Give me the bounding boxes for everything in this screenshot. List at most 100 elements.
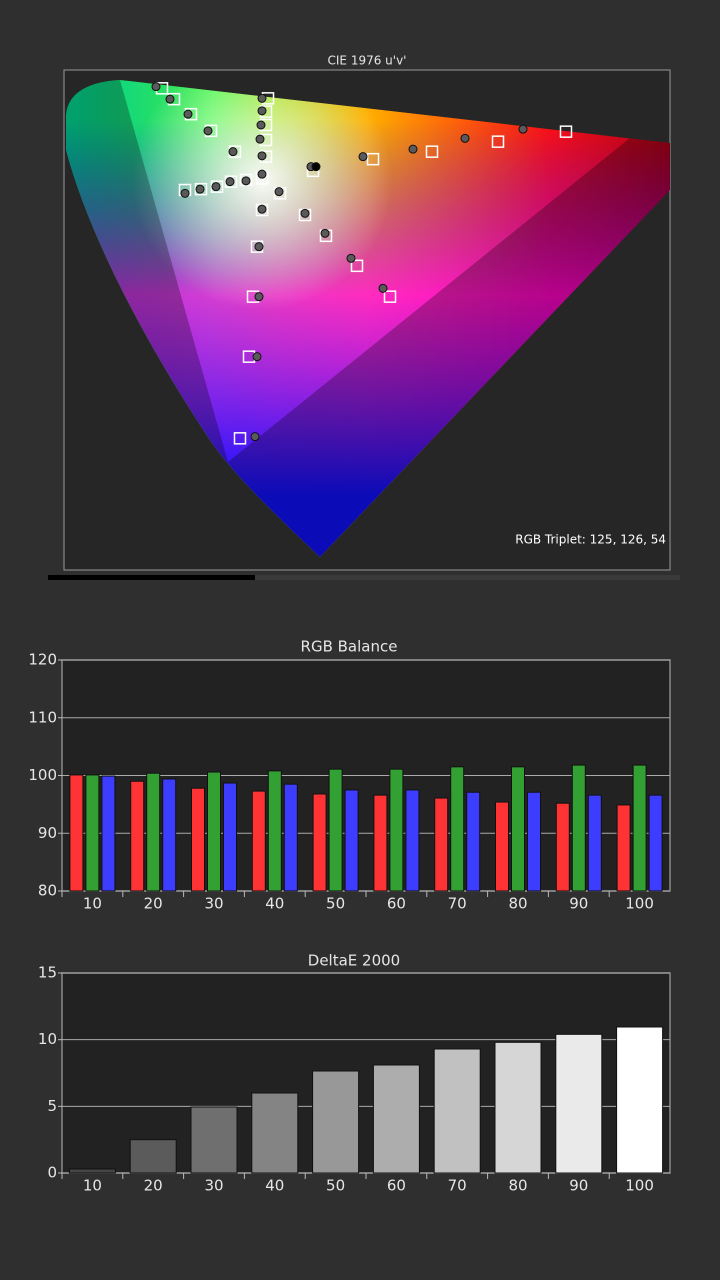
y-tick-label: 100 [28,766,57,784]
y-tick-label: 90 [38,824,57,842]
measured-marker [408,144,418,154]
bar [223,782,237,892]
bar [648,794,663,892]
x-tick-label: 50 [326,895,345,913]
x-tick-label: 100 [625,895,654,913]
measured-marker [320,228,330,238]
x-tick-label: 80 [508,895,527,913]
bar [433,1048,481,1174]
measured-marker [195,184,205,194]
chart-title: RGB Balance [301,638,398,656]
bar [146,772,161,892]
x-tick-label: 70 [448,1177,467,1195]
y-tick-label: 120 [28,651,57,669]
measured-marker [460,133,470,143]
measured-marker [300,208,310,218]
chart-title: CIE 1976 u'v' [328,54,407,68]
bar [372,1064,420,1174]
measured-marker [183,109,193,119]
target-marker [425,145,439,158]
measured-marker [378,283,388,293]
measured-marker [358,152,368,162]
bar [191,787,205,892]
bar [312,793,327,892]
measured-marker [256,120,266,130]
bar [450,766,465,892]
bar [85,774,100,892]
bar [101,775,116,892]
measured-marker [228,147,238,157]
bar [373,794,388,892]
target-marker [239,173,253,187]
bar [162,778,177,892]
target-marker [233,432,247,445]
bar [207,771,221,892]
bar [251,1092,299,1174]
x-tick-label: 30 [204,1177,223,1195]
bar [495,801,509,892]
x-tick-label: 60 [387,895,406,913]
measured-marker [254,242,264,252]
x-tick-label: 20 [144,895,163,913]
measured-marker [257,93,267,103]
measured-marker [257,204,267,214]
bar [632,764,647,892]
measured-marker [255,134,265,144]
measured-marker [257,151,267,161]
bar [511,766,525,892]
measured-marker [241,176,251,186]
x-tick-label: 70 [448,895,467,913]
measured-marker [518,124,528,134]
x-tick-label: 90 [569,895,588,913]
bar [616,804,631,892]
bar [312,1070,360,1174]
x-tick-label: 30 [204,895,223,913]
measured-marker [180,188,190,198]
bar [571,764,586,892]
bar [190,1106,238,1174]
annotation: RGB Triplet: 125, 126, 54 [515,533,666,547]
bar [466,791,481,892]
measured-marker [346,253,356,263]
bar [130,780,145,892]
target-marker [383,290,397,303]
x-tick-label: 10 [83,895,102,913]
y-tick-label: 5 [47,1097,57,1115]
bar [251,790,266,892]
measured-marker [257,169,267,179]
x-tick-label: 100 [625,1177,654,1195]
target-marker [366,152,380,166]
bar [344,789,359,892]
progress-track [48,575,680,580]
y-tick-label: 15 [38,964,57,982]
x-tick-label: 60 [387,1177,406,1195]
bar [283,783,298,892]
measured-marker [311,162,321,172]
target-marker [350,259,364,273]
bar [555,1033,603,1174]
measured-marker [254,292,264,302]
bar [405,789,420,892]
x-tick-label: 90 [569,1177,588,1195]
x-tick-label: 80 [508,1177,527,1195]
target-marker [491,135,505,148]
measured-marker [257,106,267,116]
bar [328,768,343,892]
progress-bar [48,575,255,580]
target-marker [559,125,573,138]
x-tick-label: 40 [265,1177,284,1195]
y-tick-label: 110 [28,708,57,726]
measured-marker [211,182,221,192]
bar [267,770,282,892]
chart-title: DeltaE 2000 [308,952,400,970]
bar [587,794,602,892]
y-tick-label: 80 [38,882,57,900]
bar [527,791,541,892]
measured-marker [274,187,284,197]
y-tick-label: 0 [47,1164,57,1182]
measured-marker [252,352,262,362]
x-tick-label: 40 [265,895,284,913]
target-marker [255,203,269,217]
bar [555,802,570,892]
